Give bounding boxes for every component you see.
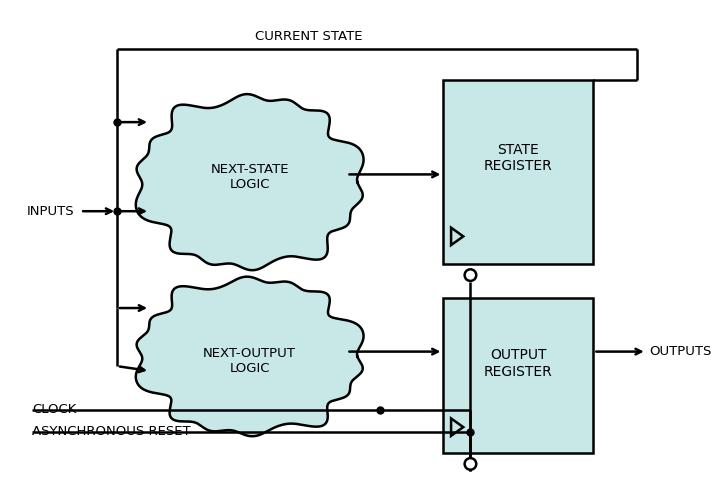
Text: INPUTS: INPUTS — [27, 205, 75, 218]
Text: CLOCK: CLOCK — [32, 403, 76, 416]
Text: NEXT-OUTPUT
LOGIC: NEXT-OUTPUT LOGIC — [203, 347, 296, 375]
Polygon shape — [136, 94, 363, 270]
Text: CURRENT STATE: CURRENT STATE — [256, 30, 363, 44]
Circle shape — [465, 458, 476, 470]
Text: STATE
REGISTER: STATE REGISTER — [484, 143, 552, 173]
Circle shape — [465, 269, 476, 281]
Text: ASYNCHRONOUS RESET: ASYNCHRONOUS RESET — [32, 426, 190, 438]
FancyBboxPatch shape — [443, 299, 594, 453]
FancyBboxPatch shape — [443, 80, 594, 264]
Text: OUTPUT
REGISTER: OUTPUT REGISTER — [484, 348, 552, 378]
Text: NEXT-STATE
LOGIC: NEXT-STATE LOGIC — [211, 163, 289, 191]
Text: OUTPUTS: OUTPUTS — [649, 345, 712, 358]
Polygon shape — [136, 277, 363, 436]
